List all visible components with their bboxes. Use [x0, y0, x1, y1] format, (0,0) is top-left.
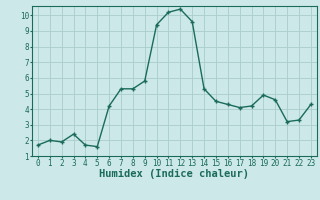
X-axis label: Humidex (Indice chaleur): Humidex (Indice chaleur)	[100, 169, 249, 179]
